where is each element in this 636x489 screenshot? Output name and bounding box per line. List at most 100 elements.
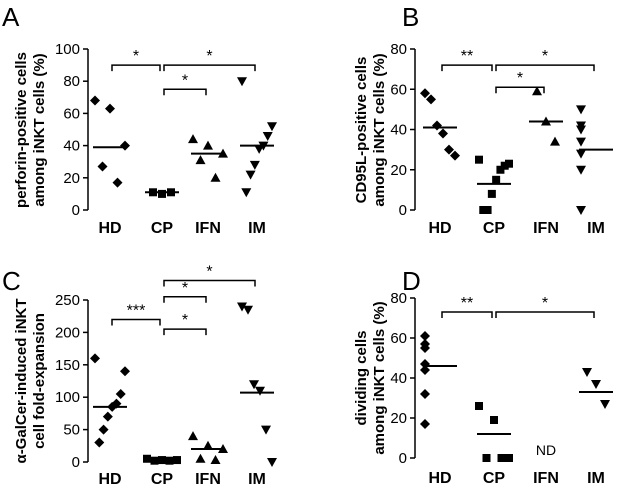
data-point — [249, 380, 259, 390]
y-tick-label: 50 — [63, 422, 80, 439]
data-point — [115, 388, 126, 399]
data-point — [188, 431, 198, 441]
significance-bracket — [163, 279, 256, 287]
data-point — [591, 380, 601, 389]
data-point — [576, 149, 586, 159]
significance-bracket — [163, 64, 256, 72]
significance-bracket — [163, 296, 207, 303]
data-point — [241, 188, 252, 198]
data-point — [158, 189, 166, 198]
data-point — [188, 134, 198, 144]
data-point — [487, 189, 496, 198]
significance-label: ** — [461, 295, 473, 312]
data-point — [438, 128, 448, 139]
data-point — [432, 120, 442, 131]
data-point — [582, 368, 592, 377]
data-point — [420, 389, 430, 399]
significance-label: * — [517, 70, 523, 87]
category-label: IM — [587, 220, 605, 237]
data-point — [600, 400, 610, 409]
y-axis-label: dividing cellsamong iNKT cells (%) — [353, 301, 388, 454]
category-label: IFN — [195, 471, 221, 488]
y-tick-label: 80 — [390, 41, 407, 58]
y-axis-label-line: among iNKT cells (%) — [371, 301, 388, 454]
y-tick-label: 250 — [55, 292, 80, 309]
significance-bracket — [495, 64, 595, 72]
data-point — [267, 458, 277, 467]
data-point — [262, 131, 273, 141]
data-point — [143, 454, 151, 463]
data-point — [475, 155, 483, 164]
category-label: CP — [151, 220, 174, 237]
data-point — [475, 402, 483, 410]
significance-label: ** — [461, 48, 473, 65]
data-point — [105, 103, 115, 114]
data-point — [497, 454, 506, 462]
y-tick-label: 0 — [399, 202, 407, 219]
data-point — [255, 386, 265, 396]
data-point — [98, 424, 109, 435]
data-point — [90, 95, 100, 106]
data-point — [576, 206, 586, 215]
data-point — [420, 343, 430, 353]
data-point — [505, 454, 513, 462]
significance-bracket — [111, 318, 161, 326]
data-point — [102, 411, 113, 422]
data-point — [426, 94, 436, 105]
significance-label: * — [182, 312, 188, 329]
data-point — [210, 172, 221, 182]
y-tick-label: 100 — [55, 41, 80, 58]
y-tick-label: 20 — [390, 410, 407, 427]
data-point — [249, 160, 260, 170]
category-label: HD — [98, 471, 121, 488]
y-tick-label: 60 — [390, 81, 407, 98]
data-point — [576, 165, 586, 175]
data-point — [97, 161, 108, 172]
significance-bracket — [441, 311, 493, 318]
data-point — [245, 170, 256, 180]
y-tick-label: 20 — [390, 162, 407, 179]
y-axis-label-line: perforin-positive cells — [13, 52, 30, 208]
data-point — [243, 305, 253, 315]
category-label: IFN — [195, 220, 221, 237]
y-axis-label-line: cell fold-expansion — [31, 313, 48, 449]
y-tick-label: 60 — [390, 330, 407, 347]
significance-label: * — [133, 48, 139, 65]
significance-bracket — [163, 328, 207, 336]
y-tick-label: 40 — [63, 138, 80, 155]
data-point — [420, 331, 430, 341]
panel-letter: A — [2, 2, 20, 32]
data-point — [576, 137, 586, 147]
data-point — [532, 86, 542, 96]
panel-letter: B — [402, 2, 419, 32]
y-tick-label: 80 — [63, 73, 80, 90]
data-point — [120, 140, 130, 151]
category-label: HD — [428, 470, 451, 487]
y-tick-label: 60 — [63, 105, 80, 122]
y-tick-label: 100 — [55, 389, 80, 406]
data-point — [496, 165, 505, 174]
category-label: CP — [151, 471, 174, 488]
data-point — [576, 105, 586, 115]
data-point — [195, 155, 206, 165]
data-point — [492, 175, 501, 184]
data-point — [203, 140, 213, 150]
data-point — [490, 416, 498, 424]
data-point — [420, 419, 430, 429]
panel-letter: D — [402, 266, 421, 296]
annotation-label: ND — [536, 442, 556, 458]
category-label: IM — [248, 220, 266, 237]
y-tick-label: 40 — [390, 370, 407, 387]
category-label: HD — [98, 220, 121, 237]
y-tick-label: 0 — [399, 450, 407, 467]
panel-letter: C — [2, 266, 21, 296]
data-point — [112, 177, 123, 188]
y-tick-label: 200 — [55, 324, 80, 341]
significance-label: * — [182, 280, 188, 297]
significance-label: * — [206, 264, 212, 281]
significance-label: *** — [127, 302, 146, 319]
data-point — [550, 136, 560, 146]
y-axis-label-line: dividing cells — [353, 330, 370, 425]
data-point — [444, 144, 454, 155]
